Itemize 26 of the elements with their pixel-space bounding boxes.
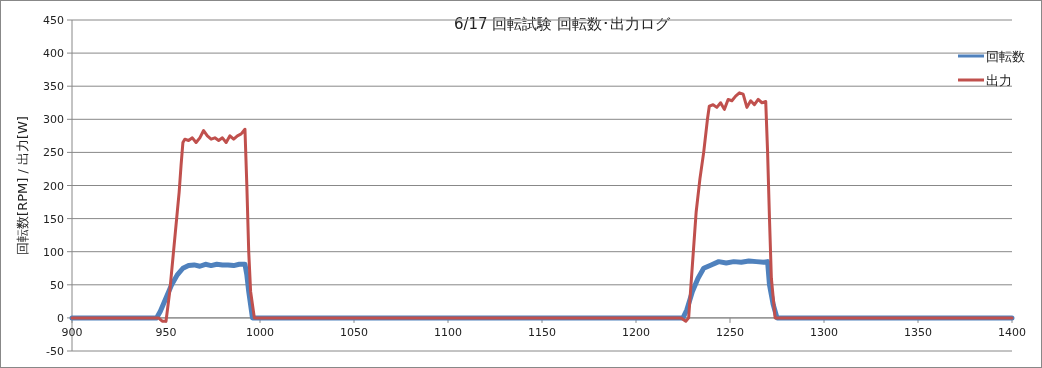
x-tick-label: 1200: [622, 325, 650, 339]
x-tick-label: 1300: [810, 325, 838, 339]
x-tick-label: 950: [155, 325, 177, 339]
y-tick-label: 100: [43, 245, 64, 259]
x-tick-label: 900: [61, 325, 83, 339]
y-axis-title: 回転数[RPM] / 出力[W]: [15, 116, 30, 255]
x-tick-label: 1400: [998, 325, 1026, 339]
y-tick-label: 150: [43, 212, 64, 226]
x-tick-label: 1100: [434, 325, 462, 339]
x-tick-label: 1250: [716, 325, 744, 339]
x-tick-label: 1000: [246, 325, 274, 339]
y-tick-label: 400: [43, 47, 64, 61]
x-tick-label: 1150: [528, 325, 556, 339]
y-tick-label: 0: [57, 311, 64, 325]
x-tick-label: 1050: [340, 325, 368, 339]
y-tick-label: 450: [43, 14, 64, 27]
y-tick-label: 350: [43, 80, 64, 94]
y-tick-label: 50: [50, 278, 64, 292]
y-tick-label: 200: [43, 179, 64, 193]
legend-label: 出力: [986, 73, 1012, 88]
chart-title: 6/17 回転試験 回転数･出力ログ: [453, 15, 672, 33]
legend-label: 回転数: [986, 49, 1025, 64]
x-tick-label: 1350: [904, 325, 932, 339]
y-tick-label: -50: [46, 345, 64, 358]
y-tick-label: 250: [43, 146, 64, 160]
y-tick-label: 300: [43, 113, 64, 127]
